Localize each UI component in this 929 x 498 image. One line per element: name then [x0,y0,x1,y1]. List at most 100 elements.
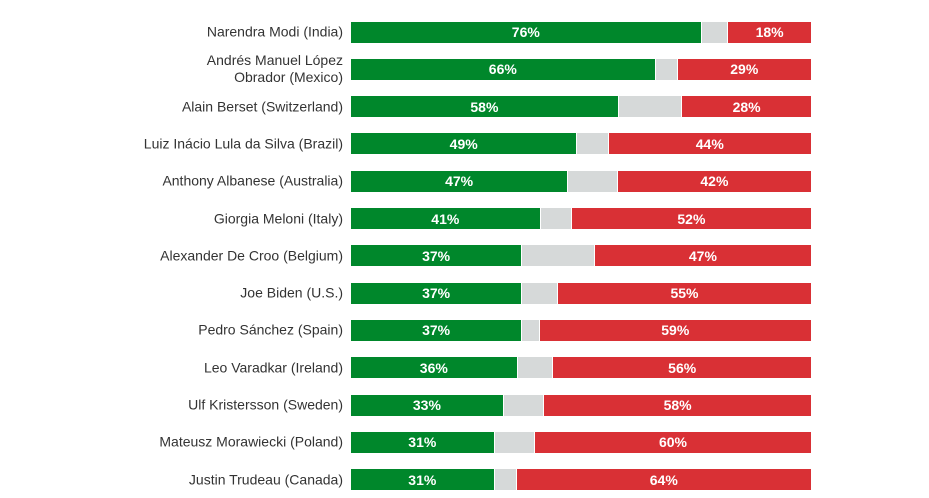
disapprove-segment: 56% [553,357,811,379]
data-label: 42% [700,173,729,190]
other-segment [522,282,557,304]
approve-segment: 76% [351,21,701,43]
other-segment [522,319,539,341]
chart-row: Alain Berset (Switzerland) 58% 28% [0,88,929,125]
disapprove-segment: 55% [558,282,811,304]
approve-segment: 31% [351,431,494,453]
chart-row: Andrés Manuel López Obrador (Mexico) 66% 2… [0,51,929,88]
stacked-bar: 31% 60% [351,431,811,453]
chart-row: Alexander De Croo (Belgium) 37% 47% [0,237,929,274]
category-label: Joe Biden (U.S.) [240,284,343,301]
category-label: Leo Varadkar (Ireland) [203,359,343,376]
stacked-bar: 49% 44% [351,133,811,155]
data-label: 58% [470,98,499,115]
data-label: 56% [668,359,697,376]
data-label: 76% [511,24,540,40]
category-label: Ulf Kristersson (Sweden) [188,396,343,413]
chart-row: Justin Trudeau (Canada) 31% 64% [0,461,929,498]
data-label: 52% [677,210,706,227]
category-label: Pedro Sánchez (Spain) [198,321,343,338]
category-label: Giorgia Meloni (Italy) [213,210,343,226]
category-label: Mateusz Morawiecki (Poland) [159,433,343,450]
stacked-bar: 31% 64% [351,469,811,491]
stacked-bar: 41% 52% [351,208,811,229]
stacked-bar: 47% 42% [351,170,811,192]
data-label: 44% [695,135,724,152]
chart-row: Mateusz Morawiecki (Poland) 31% 60% [0,424,929,461]
category-label: Narendra Modi (India) [206,23,343,40]
data-label: 59% [661,322,690,339]
approve-segment: 37% [351,245,522,267]
data-label: 37% [422,322,451,339]
other-segment [494,469,516,491]
category-label: Andrés Manuel López Obrador (Mexico) [206,52,343,86]
data-label: 33% [412,397,441,413]
category-label: Alain Berset (Switzerland) [181,98,343,115]
disapprove-segment: 42% [617,170,811,192]
other-segment [517,357,553,379]
data-label: 49% [449,135,478,152]
disapprove-segment: 60% [535,431,811,453]
approve-segment: 41% [351,208,540,229]
data-label: 64% [649,471,678,488]
approve-segment: 66% [351,58,655,80]
stacked-bar: 76% 18% [351,21,811,43]
data-label: 29% [730,61,759,78]
approve-segment: 36% [351,357,517,379]
other-segment [618,96,682,118]
chart-row: Luiz Inácio Lula da Silva (Brazil) 49% 44% [0,125,929,162]
data-label: 37% [422,285,451,302]
other-segment [655,58,677,80]
other-segment [540,208,571,229]
disapprove-segment: 29% [677,58,811,80]
stacked-bar: 37% 47% [351,245,811,267]
approve-segment: 37% [351,319,522,341]
stacked-bar: 37% 59% [351,319,811,341]
disapprove-segment: 28% [682,96,811,118]
chart-row: Giorgia Meloni (Italy) 41% 52% [0,200,929,237]
disapprove-segment: 52% [571,208,811,229]
data-label: 37% [422,247,451,264]
category-label: Justin Trudeau (Canada) [188,471,343,488]
data-label: 31% [408,471,437,488]
data-label: 41% [431,210,460,227]
disapprove-segment: 59% [539,319,811,341]
approve-segment: 49% [351,133,577,155]
disapprove-segment: 18% [728,21,811,43]
stacked-bar: 37% 55% [351,282,811,304]
other-segment [494,431,534,453]
data-label: 18% [755,24,784,40]
category-label: Luiz Inácio Lula da Silva (Brazil) [143,135,343,152]
data-label: 36% [419,359,448,376]
data-label: 47% [445,173,474,190]
approve-segment: 31% [351,469,494,491]
approve-segment: 58% [351,96,618,118]
category-label: Anthony Albanese (Australia) [162,172,343,189]
data-label: 58% [663,397,692,413]
disapprove-segment: 64% [516,469,811,491]
stacked-bar: 33% 58% [351,394,811,416]
stacked-bar: 36% 56% [351,357,811,379]
approve-segment: 37% [351,282,522,304]
data-label: 66% [488,61,517,78]
other-segment [503,394,544,416]
chart-row: Leo Varadkar (Ireland) 36% 56% [0,349,929,386]
approve-segment: 33% [351,394,503,416]
data-label: 31% [408,434,437,451]
stacked-bar: 66% 29% [351,58,811,80]
other-segment [568,170,617,192]
chart-row: Pedro Sánchez (Spain) 37% 59% [0,312,929,349]
chart-row: Ulf Kristersson (Sweden) 33% 58% [0,387,929,424]
other-segment [577,133,608,155]
disapprove-segment: 47% [594,245,811,267]
other-segment [522,245,594,267]
other-segment [701,21,728,43]
data-label: 28% [732,98,761,115]
data-label: 47% [688,247,717,264]
category-label: Alexander De Croo (Belgium) [160,247,343,264]
stacked-bar: 58% 28% [351,96,811,118]
disapprove-segment: 58% [544,394,811,416]
chart-row: Narendra Modi (India) 76% 18% [0,14,929,51]
approve-segment: 47% [351,170,568,192]
